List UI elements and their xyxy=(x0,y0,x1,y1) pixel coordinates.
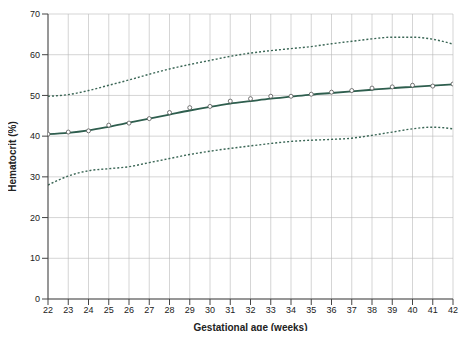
svg-text:41: 41 xyxy=(428,305,438,315)
svg-text:0: 0 xyxy=(35,294,40,304)
svg-text:33: 33 xyxy=(266,305,276,315)
svg-text:38: 38 xyxy=(367,305,377,315)
svg-text:24: 24 xyxy=(83,305,93,315)
svg-text:25: 25 xyxy=(104,305,114,315)
svg-text:60: 60 xyxy=(30,50,40,60)
svg-text:30: 30 xyxy=(205,305,215,315)
svg-text:31: 31 xyxy=(225,305,235,315)
svg-text:34: 34 xyxy=(286,305,296,315)
svg-text:26: 26 xyxy=(124,305,134,315)
svg-text:30: 30 xyxy=(30,172,40,182)
svg-text:29: 29 xyxy=(185,305,195,315)
svg-text:42: 42 xyxy=(448,305,458,315)
svg-text:28: 28 xyxy=(164,305,174,315)
svg-text:23: 23 xyxy=(63,305,73,315)
svg-text:10: 10 xyxy=(30,253,40,263)
svg-text:Gestational age (weeks): Gestational age (weeks) xyxy=(194,322,308,331)
svg-text:32: 32 xyxy=(245,305,255,315)
svg-text:Hematocrit (%): Hematocrit (%) xyxy=(8,121,18,192)
svg-text:37: 37 xyxy=(347,305,357,315)
svg-text:40: 40 xyxy=(30,131,40,141)
svg-text:27: 27 xyxy=(144,305,154,315)
svg-text:22: 22 xyxy=(43,305,53,315)
svg-text:50: 50 xyxy=(30,91,40,101)
svg-text:39: 39 xyxy=(387,305,397,315)
svg-text:35: 35 xyxy=(306,305,316,315)
svg-text:36: 36 xyxy=(326,305,336,315)
svg-text:20: 20 xyxy=(30,213,40,223)
svg-text:40: 40 xyxy=(407,305,417,315)
svg-text:70: 70 xyxy=(30,9,40,19)
